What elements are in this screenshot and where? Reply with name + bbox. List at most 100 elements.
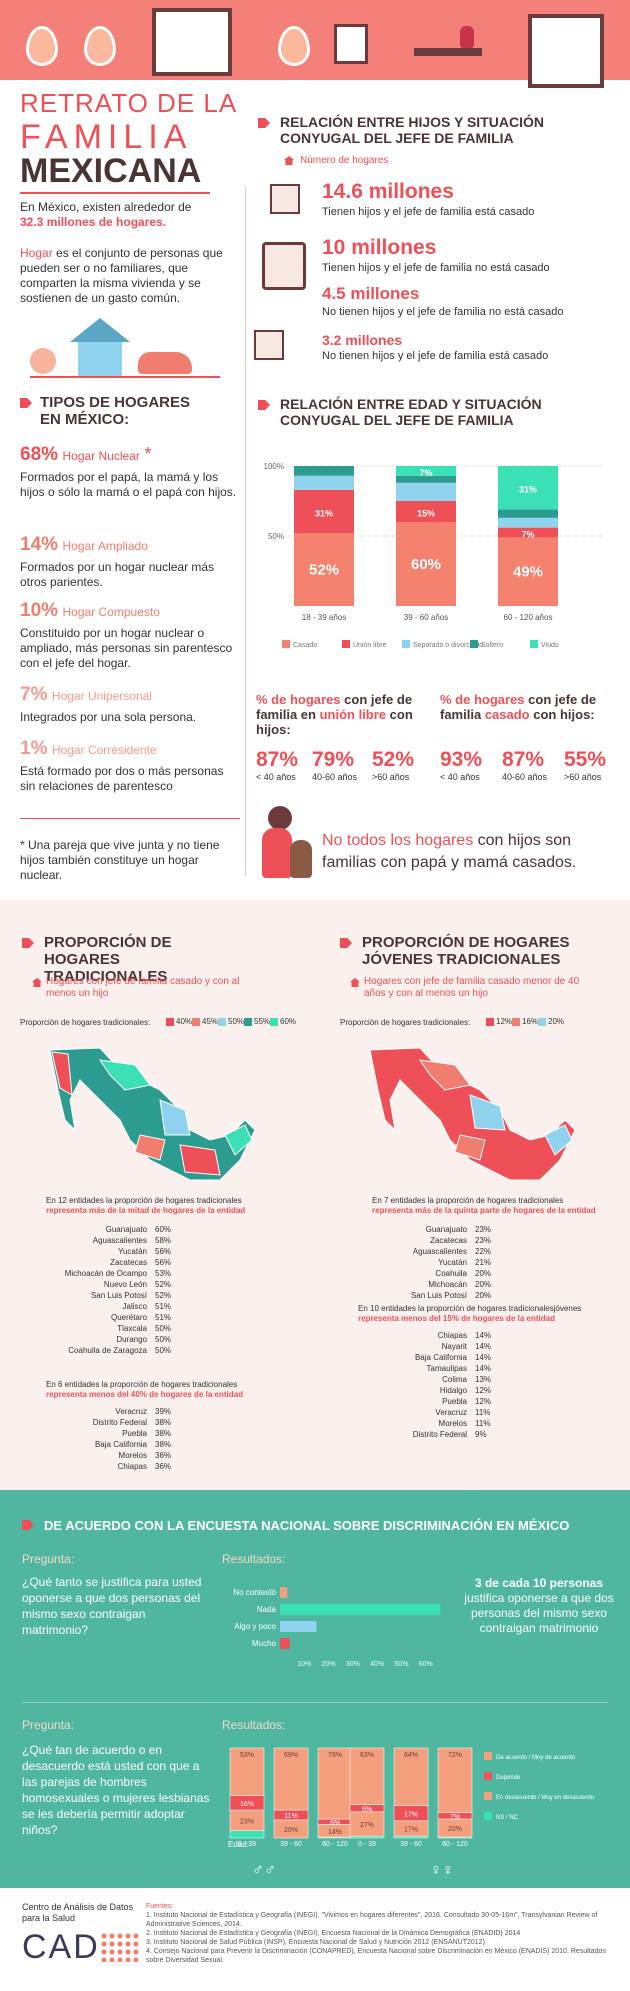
state-value: 58%	[155, 1236, 172, 1245]
data-label: 27%	[360, 1822, 374, 1829]
state-name: Michoacán de Ocampo	[64, 1269, 147, 1278]
bar-segment	[498, 466, 558, 510]
women-icon: ♀♀	[430, 1862, 454, 1879]
list-item: Hidalgo 12%	[340, 1385, 580, 1396]
map2-arrow-icon	[340, 938, 352, 948]
map1-bot-title: En 6 entidades la proporción de hogares …	[46, 1380, 243, 1399]
disc-title: DE ACUERDO CON LA ENCUESTA NACIONAL SOBR…	[44, 1518, 570, 1533]
bar-segment	[437, 1747, 473, 1814]
data-label: 17%	[404, 1827, 418, 1834]
xtick-label: 39 - 60	[280, 1841, 302, 1848]
state-value: 23%	[475, 1225, 492, 1234]
map2-scale-label: Proporción de hogares tradicionales:	[340, 1018, 471, 1027]
state-value: 52%	[155, 1280, 172, 1289]
state-name: Puebla	[122, 1429, 147, 1438]
bar-segment	[294, 475, 354, 490]
mother-body-icon	[262, 828, 292, 878]
scale-swatch	[166, 1018, 174, 1026]
state-name: Yucatán	[118, 1247, 147, 1256]
list-item: Nuevo León 52%	[20, 1279, 260, 1290]
list-item: Jalisco 51%	[20, 1301, 260, 1312]
state-value: 38%	[155, 1418, 172, 1427]
list-item: Chiapas 14%	[340, 1330, 580, 1341]
woman-icon	[262, 242, 306, 290]
adoption-stacked-chart: 53% 16% 23% 0 - 39 69% 11% 20% 39 - 60 79% 6% 14% 6…	[222, 1732, 612, 1882]
state-name: Jalisco	[122, 1302, 147, 1311]
state-name: San Luis Potosí	[410, 1291, 467, 1300]
age-stacked-chart: 100% 50% 52% 31% 18 - 39 años 60% 15% 7% 39 - 60…	[252, 450, 622, 670]
title-line-2: FAMILIA	[20, 118, 193, 156]
rel1-arrow-icon	[258, 118, 270, 128]
list-item: Querétaro 51%	[20, 1312, 260, 1323]
org-name: Centro de Análisis de Datos para la Salu…	[22, 1902, 134, 1923]
bar-segment	[349, 1811, 385, 1837]
casado-value: 55% >60 años	[564, 748, 607, 782]
scale-swatch	[270, 1018, 278, 1026]
legend-swatch	[484, 1772, 492, 1780]
state-name: Chiapas	[117, 1462, 147, 1471]
list-item: Morelos 11%	[340, 1418, 580, 1429]
union-value: 79% 40-60 años	[312, 748, 358, 782]
rel1-item: 4.5 millones No tienen hijos y el jefe d…	[322, 284, 564, 318]
state-value: 20%	[475, 1291, 492, 1300]
map1-scale: 40% 45% 50% 55% 60%	[166, 1016, 306, 1028]
state-value: 14%	[475, 1342, 492, 1351]
list-item: Durango 50%	[20, 1334, 260, 1345]
tipo-item: 14% Hogar Ampliado Formados por un hogar…	[20, 534, 215, 589]
list-item: Tlaxcala 50%	[20, 1323, 260, 1334]
bar-segment	[393, 1747, 429, 1806]
list-item: Veracruz 39%	[20, 1406, 260, 1417]
bar-segment	[273, 1819, 309, 1839]
scale-label: 55%	[254, 1017, 271, 1026]
list-item: San Luis Potosí 20%	[340, 1290, 580, 1301]
state-name: Durango	[116, 1335, 147, 1344]
scale-label: 20%	[548, 1017, 565, 1026]
legend-label: En desacuerdo / Muy en desacuerdo	[496, 1795, 595, 1801]
state-name: Baja California	[414, 1353, 467, 1362]
data-label: 14%	[328, 1829, 342, 1836]
data-label: 69%	[284, 1752, 298, 1759]
data-label: 72%	[448, 1752, 462, 1759]
legend-swatch	[484, 1812, 492, 1820]
ground-line	[30, 376, 220, 378]
legend-label: Depende	[496, 1775, 521, 1781]
bar	[280, 1587, 288, 1598]
legend-label: De acuerdo / Muy de acuerdo	[496, 1755, 576, 1761]
map1-sub: Hogares con jefe de familia casado y con…	[46, 976, 240, 999]
list-item: Puebla 12%	[340, 1396, 580, 1407]
state-value: 52%	[155, 1291, 172, 1300]
cad-logo: CAD	[22, 1928, 100, 1966]
xtick-label: 39 - 60 años	[404, 613, 448, 622]
map2-title: PROPORCIÓN DE HOGARES JÓVENES TRADICIONA…	[362, 934, 570, 968]
bar-segment	[349, 1747, 385, 1805]
tipos-divider	[20, 818, 240, 819]
state-name: Guanajuato	[425, 1225, 467, 1234]
xtick-label: 40%	[370, 1661, 384, 1668]
title-divider	[20, 192, 210, 194]
list-item: Colima 13%	[340, 1374, 580, 1385]
state-name: Nayarit	[441, 1342, 467, 1351]
state-name: Zacatecas	[110, 1258, 147, 1267]
state-name: Chiapas	[437, 1331, 467, 1340]
bar-segment	[498, 537, 558, 606]
map2-scale: 12% 16% 20%	[486, 1016, 576, 1028]
state-value: 21%	[475, 1258, 492, 1267]
state-name: Tlaxcala	[117, 1324, 147, 1333]
xtick-label: 0 - 39	[238, 1841, 256, 1848]
xtick-label: 0 - 39	[358, 1841, 376, 1848]
data-label: 15%	[417, 509, 435, 519]
union-value: 87% < 40 años	[256, 748, 299, 782]
data-label: 16%	[240, 1801, 254, 1808]
casado-title: % de hogares con jefe de familia casado …	[440, 692, 597, 722]
state-name: Veracruz	[115, 1407, 147, 1416]
xtick-label: 60 - 120	[442, 1841, 468, 1848]
men-icon: ♂♂	[252, 1862, 276, 1879]
intro-text-1: En México, existen alrededor de 32.3 mil…	[20, 200, 192, 229]
map2-top-list: Guanajuato 23% Zacatecas 23% Aguascalientes 2…	[340, 1224, 580, 1301]
disc-q2: ¿Qué tan de acuerdo o en desacuerdo está…	[22, 1743, 210, 1837]
state-name: Veracruz	[435, 1408, 467, 1417]
bar-segment	[294, 489, 354, 534]
tipos-note: * Una pareja que vive junta y no tiene h…	[20, 838, 220, 882]
map1-title: PROPORCIÓN DE HOGARES TRADICIONALES	[44, 934, 172, 985]
